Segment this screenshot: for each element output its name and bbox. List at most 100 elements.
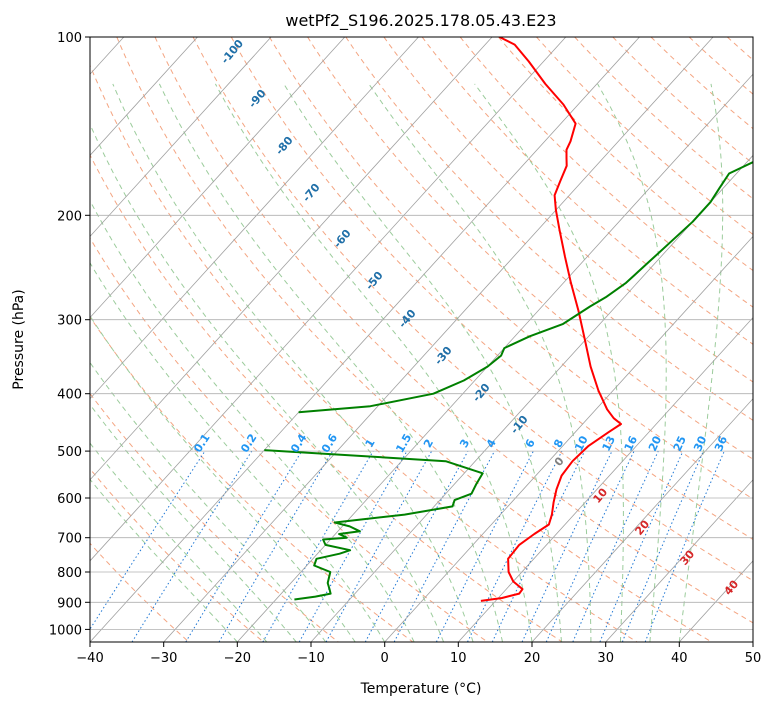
mixing-ratio-line xyxy=(90,450,206,631)
mixing-ratio-label: 30 xyxy=(691,434,709,454)
isotherm-label: -10 xyxy=(508,413,531,437)
mixing-ratio-label: 6 xyxy=(523,437,538,450)
isotherm-label: -90 xyxy=(246,87,269,111)
isotherm-line xyxy=(90,37,198,156)
isotherm-label: -80 xyxy=(273,134,296,158)
mixing-ratio-line xyxy=(364,450,469,642)
dry-adiabat-line xyxy=(90,468,264,642)
dry-adiabat-line xyxy=(90,64,638,642)
moist-adiabat-line xyxy=(90,403,297,642)
moist-adiabat-line xyxy=(597,83,667,642)
moist-adiabat-line xyxy=(474,83,624,642)
moist-adiabat-line xyxy=(90,442,268,642)
moist-adiabat-line xyxy=(214,83,533,642)
dry-adiabat-line xyxy=(116,37,712,642)
isotherm-label: -50 xyxy=(363,269,386,293)
dry-adiabat-line xyxy=(154,37,753,624)
dry-adiabat-line xyxy=(688,37,753,95)
y-axis-title: Pressure (hPa) xyxy=(11,289,27,389)
isotherm-label: -70 xyxy=(300,181,323,205)
dry-adiabat-line xyxy=(90,316,414,642)
moist-adiabat-line xyxy=(283,83,562,642)
pressure-grid xyxy=(90,37,753,630)
dewpoint-profile-line xyxy=(264,449,484,601)
moist-adiabat-line xyxy=(90,199,415,642)
isotherm-line xyxy=(752,641,753,642)
mixing-ratio-line xyxy=(325,450,433,642)
mixing-ratio-label: 10 xyxy=(572,433,591,453)
sounding-series xyxy=(264,37,753,602)
isotherm-line xyxy=(605,479,753,642)
mixing-ratio-label: 13 xyxy=(600,434,618,453)
mixing-ratio-label: 20 xyxy=(646,434,664,454)
mixing-ratio-label: 16 xyxy=(622,434,640,454)
dry-adiabat-line xyxy=(90,237,488,642)
y-tick-label: 600 xyxy=(57,492,82,507)
isotherms xyxy=(90,37,753,642)
isotherm-label: -40 xyxy=(396,307,419,331)
mixing-ratio-label: 3 xyxy=(457,437,472,450)
isotherm-label: -20 xyxy=(470,381,493,405)
moist-adiabats xyxy=(90,83,724,642)
isotherm-label: -60 xyxy=(331,227,354,251)
isotherm-line xyxy=(90,37,272,238)
x-tick-label: 50 xyxy=(745,651,762,666)
mixing-ratio-line xyxy=(621,450,704,642)
dry-adiabat-line xyxy=(574,37,753,200)
isotherm-line xyxy=(90,37,640,642)
dry-adiabat-line xyxy=(383,37,753,383)
dry-adiabat-line xyxy=(650,37,753,130)
y-tick-label: 900 xyxy=(57,596,82,611)
mixing-ratio-line xyxy=(262,450,374,642)
dry-adiabat-line xyxy=(90,542,190,642)
mixing-ratio-line xyxy=(644,450,725,642)
x-axis-title: Temperature (°C) xyxy=(360,681,482,697)
x-tick-label: 30 xyxy=(597,651,614,666)
isotherm-line xyxy=(90,37,346,319)
chart-title: wetPf2_S196.2025.178.05.43.E23 xyxy=(285,11,556,31)
plot-frame xyxy=(89,36,754,643)
x-tick-label: −30 xyxy=(150,651,177,666)
warm-isotherm-label: 0 xyxy=(552,454,567,468)
mixing-ratio-label: 25 xyxy=(671,434,689,453)
dry-adiabat-line xyxy=(192,37,753,582)
dry-adiabat-line xyxy=(90,153,563,642)
y-tick-label: 700 xyxy=(57,532,82,547)
x-tick-label: −40 xyxy=(76,651,103,666)
x-tick-label: 0 xyxy=(381,651,389,666)
mixing-ratio-line xyxy=(435,450,534,642)
moist-adiabat-line xyxy=(90,478,238,642)
line-labels: 0.1 0.2 0.4 0.6 1 1.5 2 3 4 6 8 10 13 16 20 25 30 36-100-… xyxy=(191,37,741,598)
mixing-ratio-line xyxy=(572,450,659,642)
y-tick-label: 300 xyxy=(57,314,82,329)
isotherm-line xyxy=(237,73,753,642)
dry-adiabat-line xyxy=(536,37,753,236)
dry-adiabat-line xyxy=(421,37,753,345)
x-tick-label: 10 xyxy=(450,651,467,666)
temperature-profile-line xyxy=(480,37,622,602)
y-tick-label: 500 xyxy=(57,445,82,460)
y-tick-label: 1000 xyxy=(49,623,82,638)
isotherm-line xyxy=(384,235,753,642)
plot-area: 0.1 0.2 0.4 0.6 1 1.5 2 3 4 6 8 10 13 16 20 25 30 36-100-… xyxy=(90,37,753,642)
mixing-ratio-line xyxy=(491,450,586,642)
moist-adiabat-line xyxy=(90,261,386,642)
dry-adiabat-line xyxy=(90,392,339,642)
dry-adiabat-line xyxy=(268,37,753,500)
warm-isotherm-label: 40 xyxy=(721,577,741,597)
dry-adiabat-line xyxy=(726,37,753,61)
warm-isotherm-label: 20 xyxy=(632,517,652,537)
dry-adiabats xyxy=(90,37,753,642)
x-tick-label: −10 xyxy=(297,651,324,666)
mixing-ratio-line xyxy=(599,450,684,642)
warm-isotherm-label: 30 xyxy=(677,547,697,567)
mixing-ratio-line xyxy=(298,450,408,642)
dry-adiabat-line xyxy=(230,37,753,541)
moist-adiabat-line xyxy=(90,123,445,642)
x-tick-label: 20 xyxy=(524,651,541,666)
y-tick-label: 100 xyxy=(57,31,82,46)
mixing-ratio-line xyxy=(467,450,563,642)
moist-adiabat-line xyxy=(90,361,327,642)
isotherm-line xyxy=(163,37,714,642)
